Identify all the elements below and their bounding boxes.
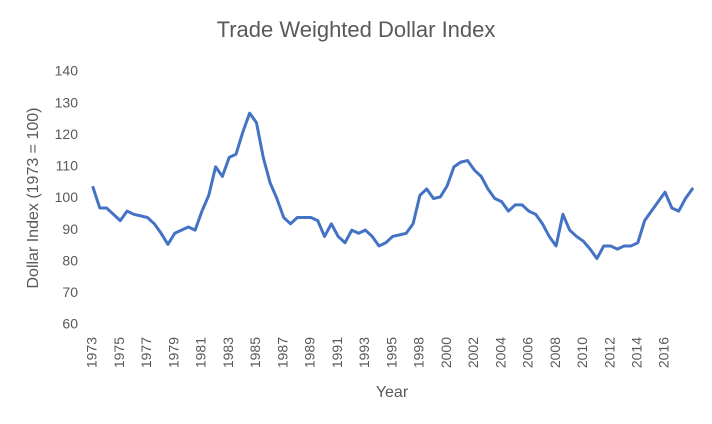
- x-tick-label: 1977: [138, 337, 154, 368]
- x-tick-label: 1979: [165, 337, 181, 368]
- x-tick-label: 2014: [629, 337, 645, 368]
- x-tick-label: 1985: [247, 337, 263, 368]
- x-tick-label: 2006: [520, 337, 536, 368]
- x-tick-label: 2008: [547, 337, 563, 368]
- x-tick-label: 2016: [656, 337, 672, 368]
- x-axis-label: Year: [376, 384, 409, 401]
- y-tick-label: 120: [55, 126, 79, 142]
- y-tick-label: 60: [62, 316, 78, 332]
- x-tick-label: 2000: [438, 337, 454, 368]
- y-axis-label: Dollar Index (1973 = 100): [25, 108, 42, 289]
- y-tick-label: 80: [62, 252, 78, 268]
- x-tick-label: 1981: [193, 337, 209, 368]
- y-tick-label: 100: [55, 189, 79, 205]
- x-tick-label: 2004: [492, 337, 508, 368]
- chart-title: Trade Weighted Dollar Index: [217, 17, 496, 42]
- y-tick-label: 90: [62, 221, 78, 237]
- x-tick-label: 1975: [111, 337, 127, 368]
- x-tick-label: 1998: [411, 337, 427, 368]
- y-tick-label: 140: [55, 63, 79, 79]
- x-tick-label: 2010: [574, 337, 590, 368]
- x-tick-label: 1993: [356, 337, 372, 368]
- y-tick-label: 70: [62, 284, 78, 300]
- x-tick-label: 1983: [220, 337, 236, 368]
- x-tick-label: 1987: [274, 337, 290, 368]
- x-tick-label: 1991: [329, 337, 345, 368]
- y-tick-label: 110: [56, 158, 79, 174]
- x-tick-label: 1973: [84, 337, 100, 368]
- data-line: [91, 111, 694, 261]
- x-tick-label: 2002: [465, 337, 481, 368]
- x-tick-label: 1989: [302, 337, 318, 368]
- x-tick-label: 2012: [601, 337, 617, 368]
- y-tick-label: 130: [55, 94, 79, 110]
- x-tick-label: 1995: [383, 337, 399, 368]
